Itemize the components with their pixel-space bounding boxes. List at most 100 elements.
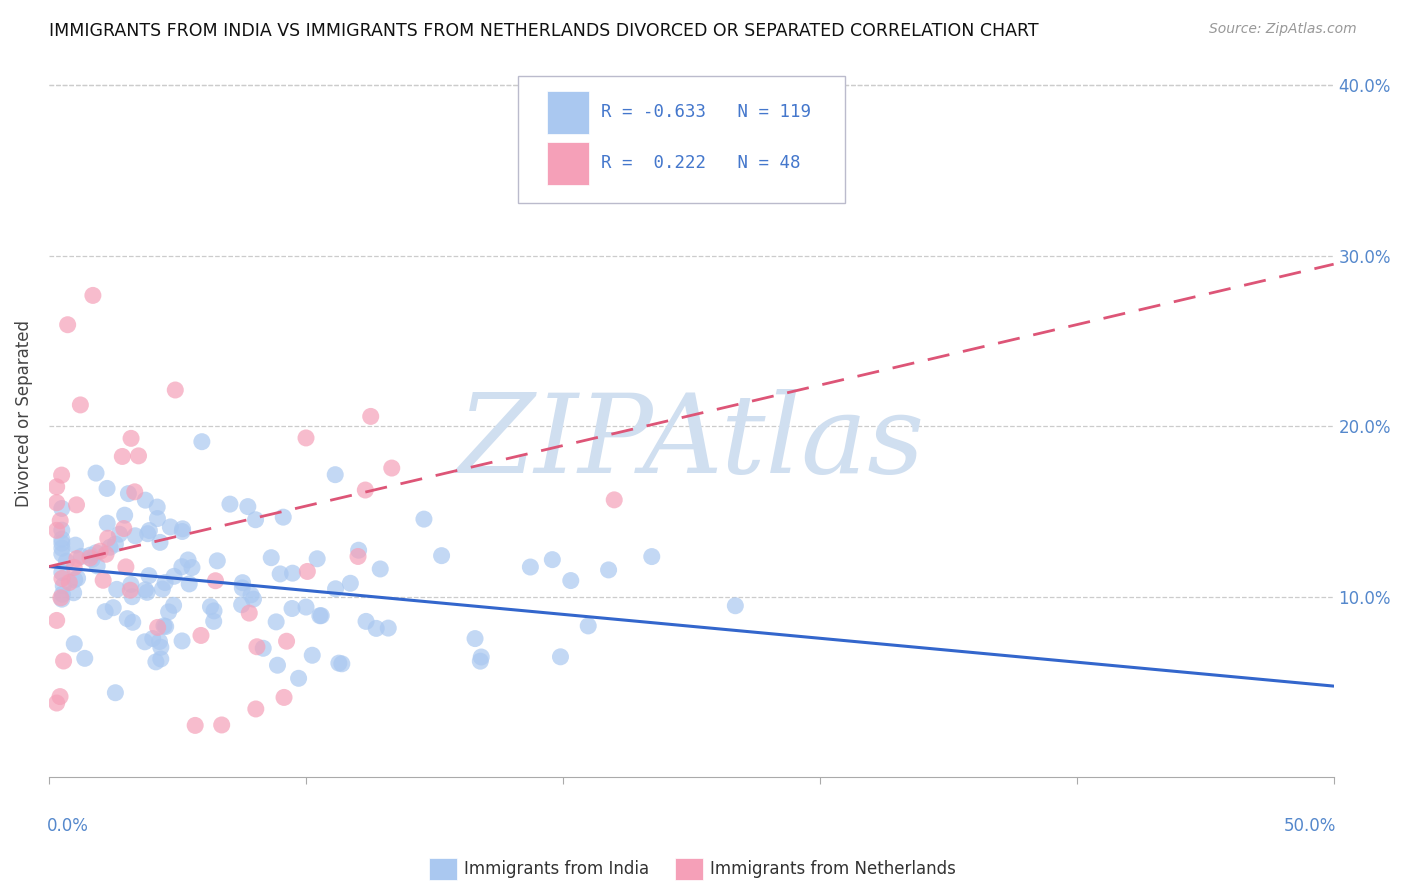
- Point: [51, 468, 73, 483]
- Point: [287, 671, 309, 685]
- Point: [56, 318, 79, 332]
- Point: [51, 541, 73, 556]
- Point: [413, 512, 436, 526]
- Point: [172, 524, 194, 539]
- Point: [111, 450, 134, 464]
- Point: [155, 619, 177, 633]
- Point: [138, 568, 160, 582]
- Point: [219, 497, 242, 511]
- Point: [165, 383, 187, 397]
- Point: [550, 649, 572, 664]
- Point: [191, 434, 214, 449]
- Point: [51, 572, 73, 586]
- Point: [52, 654, 75, 668]
- Point: [52, 579, 75, 593]
- Point: [120, 431, 142, 445]
- Point: [354, 483, 377, 497]
- Point: [115, 560, 138, 574]
- Point: [96, 482, 118, 496]
- Text: R =  0.222   N = 48: R = 0.222 N = 48: [602, 154, 801, 172]
- Point: [66, 571, 89, 585]
- Point: [136, 526, 159, 541]
- Point: [98, 540, 121, 554]
- Point: [246, 640, 269, 654]
- Point: [323, 467, 346, 482]
- Point: [73, 651, 96, 665]
- Point: [430, 549, 453, 563]
- Point: [104, 686, 127, 700]
- Point: [117, 612, 139, 626]
- Point: [157, 605, 180, 619]
- Point: [560, 574, 582, 588]
- Text: Source: ZipAtlas.com: Source: ZipAtlas.com: [1209, 22, 1357, 37]
- Point: [163, 569, 186, 583]
- Point: [162, 599, 184, 613]
- Point: [354, 615, 377, 629]
- Point: [368, 562, 391, 576]
- Point: [245, 513, 267, 527]
- Point: [202, 604, 225, 618]
- Point: [295, 431, 318, 445]
- Point: [65, 538, 87, 552]
- Point: [366, 621, 388, 635]
- Point: [181, 560, 204, 574]
- Point: [204, 574, 226, 588]
- Point: [301, 648, 323, 663]
- Point: [89, 544, 111, 558]
- Point: [152, 582, 174, 596]
- Point: [177, 553, 200, 567]
- Point: [190, 628, 212, 642]
- Point: [231, 598, 253, 612]
- Text: Immigrants from Netherlands: Immigrants from Netherlands: [710, 860, 956, 878]
- Point: [63, 573, 86, 587]
- Point: [134, 493, 156, 508]
- Text: 50.0%: 50.0%: [1284, 816, 1336, 835]
- Point: [242, 592, 264, 607]
- Point: [124, 529, 146, 543]
- Point: [200, 599, 222, 614]
- Point: [136, 585, 159, 599]
- Point: [45, 524, 67, 538]
- Point: [360, 409, 382, 424]
- Point: [264, 615, 287, 629]
- Point: [62, 585, 84, 599]
- Text: IMMIGRANTS FROM INDIA VS IMMIGRANTS FROM NETHERLANDS DIVORCED OR SEPARATED CORRE: IMMIGRANTS FROM INDIA VS IMMIGRANTS FROM…: [49, 22, 1039, 40]
- Point: [232, 575, 254, 590]
- Point: [96, 516, 118, 531]
- Point: [82, 288, 104, 302]
- Point: [202, 615, 225, 629]
- Point: [55, 554, 77, 568]
- Point: [153, 619, 176, 633]
- Point: [121, 615, 143, 630]
- Point: [330, 657, 353, 671]
- Point: [104, 537, 127, 551]
- Point: [598, 563, 620, 577]
- Point: [112, 522, 135, 536]
- Point: [49, 514, 72, 528]
- Point: [260, 550, 283, 565]
- Point: [124, 484, 146, 499]
- Point: [269, 566, 291, 581]
- Point: [134, 635, 156, 649]
- Point: [464, 632, 486, 646]
- Point: [381, 461, 404, 475]
- Point: [347, 543, 370, 558]
- Point: [69, 398, 91, 412]
- Point: [45, 614, 67, 628]
- Point: [63, 637, 86, 651]
- Point: [45, 480, 67, 494]
- Point: [117, 486, 139, 500]
- Point: [134, 582, 156, 597]
- Point: [114, 508, 136, 523]
- Point: [51, 547, 73, 561]
- Point: [641, 549, 664, 564]
- Point: [184, 718, 207, 732]
- Point: [51, 501, 73, 516]
- Point: [245, 702, 267, 716]
- Point: [149, 652, 172, 666]
- Point: [281, 601, 304, 615]
- Point: [603, 492, 626, 507]
- Point: [295, 600, 318, 615]
- FancyBboxPatch shape: [547, 91, 589, 134]
- Point: [84, 466, 107, 480]
